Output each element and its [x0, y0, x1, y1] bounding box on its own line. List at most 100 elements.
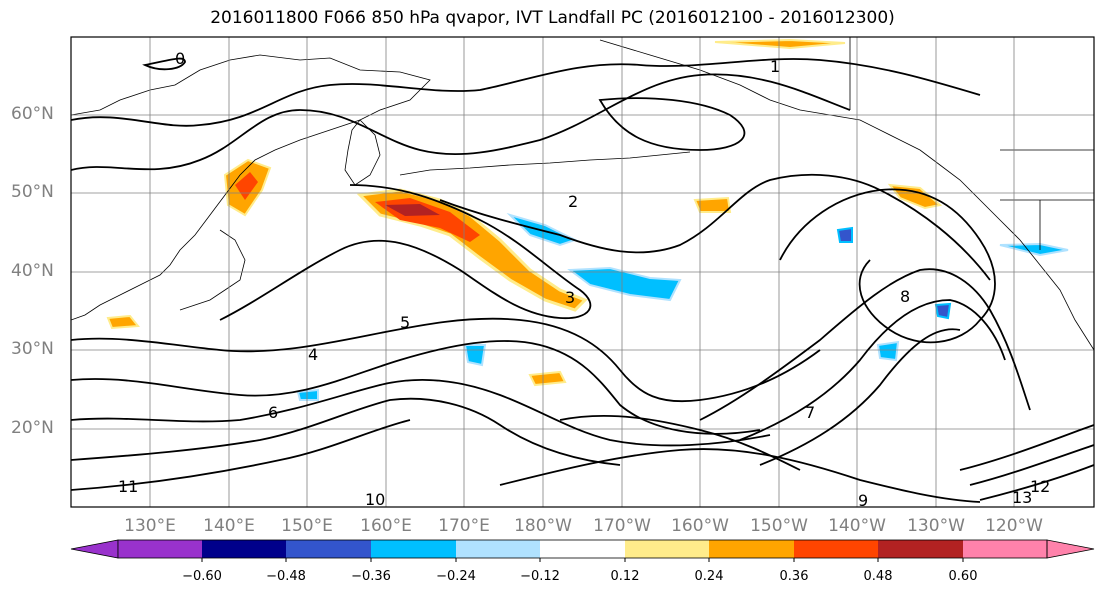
colorbar-tick-label: 0.12 [610, 569, 640, 584]
contour-label: 1 [770, 57, 780, 76]
colorbar-bin [794, 540, 878, 558]
contour-line [739, 299, 1006, 441]
anomaly-negative-east [876, 340, 900, 362]
contour-line [969, 444, 1094, 486]
anomaly-positive-gulf-alaska [887, 183, 943, 210]
contour-line [71, 73, 851, 171]
longitude-label: 160°E [360, 516, 412, 536]
colorbar-tick-label: −0.60 [182, 569, 222, 584]
gridlines [71, 37, 1094, 507]
colorbar-tick-label: −0.12 [520, 569, 560, 584]
latitude-label: 60°N [11, 104, 54, 124]
colorbar-extend-high [1046, 539, 1095, 559]
contour-line [559, 415, 801, 471]
colorbar-tick-label: 0.60 [948, 569, 978, 584]
contour-line [759, 328, 961, 466]
contour-line [219, 184, 592, 321]
colorbar-bin [878, 540, 963, 558]
latitude-label: 40°N [11, 261, 54, 281]
colorbar [70, 539, 1095, 562]
colorbar-bin [709, 540, 794, 558]
longitude-label: 180°W [514, 516, 572, 536]
latitude-label: 50°N [11, 182, 54, 202]
colorbar-bin [963, 540, 1047, 558]
longitude-label: 150°E [281, 516, 333, 536]
colorbar-bin [456, 540, 540, 558]
anomaly-positive-pacific [693, 196, 732, 213]
colorbar-bin [371, 540, 456, 558]
colorbar-tick-marks [201, 558, 964, 562]
colorbar-frame [117, 539, 1048, 559]
longitude-label: 130°W [907, 516, 965, 536]
contour-line [142, 57, 186, 71]
anomaly-positive-japan [106, 314, 140, 330]
anomaly-negative-subtropic [463, 344, 487, 367]
contour-line [71, 317, 821, 403]
anomaly-negative-near-alaska [836, 226, 853, 243]
positive-anomaly-shading [106, 38, 943, 387]
contour-line [439, 173, 991, 281]
colorbar-tick-label: 0.36 [779, 569, 809, 584]
contour-label: 8 [900, 287, 910, 306]
contour-label: 10 [365, 490, 385, 509]
contour-line [71, 378, 771, 447]
contour-label: 7 [805, 403, 815, 422]
longitude-label: 160°W [671, 516, 729, 536]
anomaly-negative-west-subtropic [296, 388, 319, 401]
contour-label: 6 [268, 403, 278, 422]
colorbar-tick-label: −0.48 [266, 569, 306, 584]
longitude-label: 170°E [438, 516, 490, 536]
colorbar-bin [202, 540, 286, 558]
anomaly-positive-band-max [385, 204, 440, 216]
contour-label: 2 [568, 192, 578, 211]
contour-line [71, 397, 621, 466]
contour-line [598, 97, 746, 151]
contour-label: 13 [1012, 488, 1032, 507]
kamchatka-coastline [344, 119, 381, 186]
colorbar-tick-label: −0.24 [436, 569, 476, 584]
colorbar-bin [286, 540, 371, 558]
contour-label: 9 [858, 491, 868, 510]
japan-coastline [179, 229, 246, 311]
colorbar-tick-label: 0.48 [863, 569, 893, 584]
contour-line [959, 424, 1094, 471]
latitude-label: 30°N [11, 339, 54, 359]
asia-coastline [71, 54, 431, 321]
longitude-label: 170°W [593, 516, 651, 536]
longitude-label: 130°E [124, 516, 176, 536]
map-title: 2016011800 F066 850 hPa qvapor, IVT Land… [210, 8, 895, 28]
contour-line [779, 188, 996, 344]
anomaly-negative-core [934, 302, 952, 320]
colorbar-extend-low [70, 539, 119, 559]
colorbar-bin [118, 540, 202, 558]
contour-line [979, 464, 1094, 501]
contour-label: 11 [118, 477, 138, 496]
longitude-label: 140°W [828, 516, 886, 536]
negative-anomaly-shading [296, 212, 1069, 401]
colorbar-bin [625, 540, 709, 558]
contour-label: 3 [565, 288, 575, 307]
contour-line [71, 58, 981, 127]
colorbar-tick-label: −0.36 [351, 569, 391, 584]
longitude-label: 120°W [985, 516, 1043, 536]
colorbar-bin [540, 540, 625, 558]
contour-line [71, 419, 411, 491]
anomaly-negative-central-pacific [567, 266, 682, 302]
anomaly-positive-subtropic [528, 370, 567, 387]
anomaly-positive-north [714, 38, 846, 50]
anomaly-negative-west-coast [999, 242, 1069, 257]
alaska-coastline [599, 39, 1094, 351]
contour-line [71, 340, 761, 435]
latitude-label: 20°N [11, 418, 54, 438]
border-lines [849, 37, 1094, 250]
contour-line [499, 448, 981, 503]
aleutian-islands [399, 151, 691, 176]
contour-label: 5 [400, 313, 410, 332]
contour-label: 0 [175, 49, 185, 68]
contour-lines [71, 57, 1094, 503]
colorbar-tick-label: 0.24 [694, 569, 724, 584]
coastlines [71, 37, 1094, 351]
contour-label: 4 [308, 345, 318, 364]
longitude-label: 140°E [203, 516, 255, 536]
